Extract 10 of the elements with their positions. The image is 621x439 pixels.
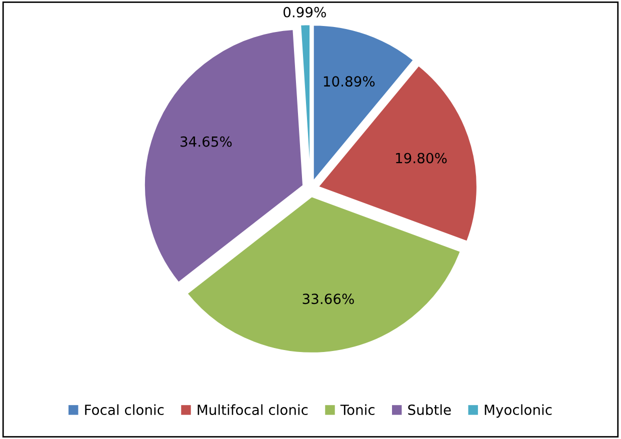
legend-label: Myoclonic [484,404,552,418]
data-label: 34.65% [180,136,232,147]
legend-label: Subtle [408,404,451,416]
legend-label: Focal clonic [85,404,164,416]
legend-label: Multifocal clonic [198,404,308,416]
data-label: 0.99% [284,6,326,18]
legend-label: Tonic [340,404,374,416]
data-label: 19.80% [396,152,447,164]
data-label: 33.66% [302,294,354,304]
data-label: 10.89% [324,76,375,87]
